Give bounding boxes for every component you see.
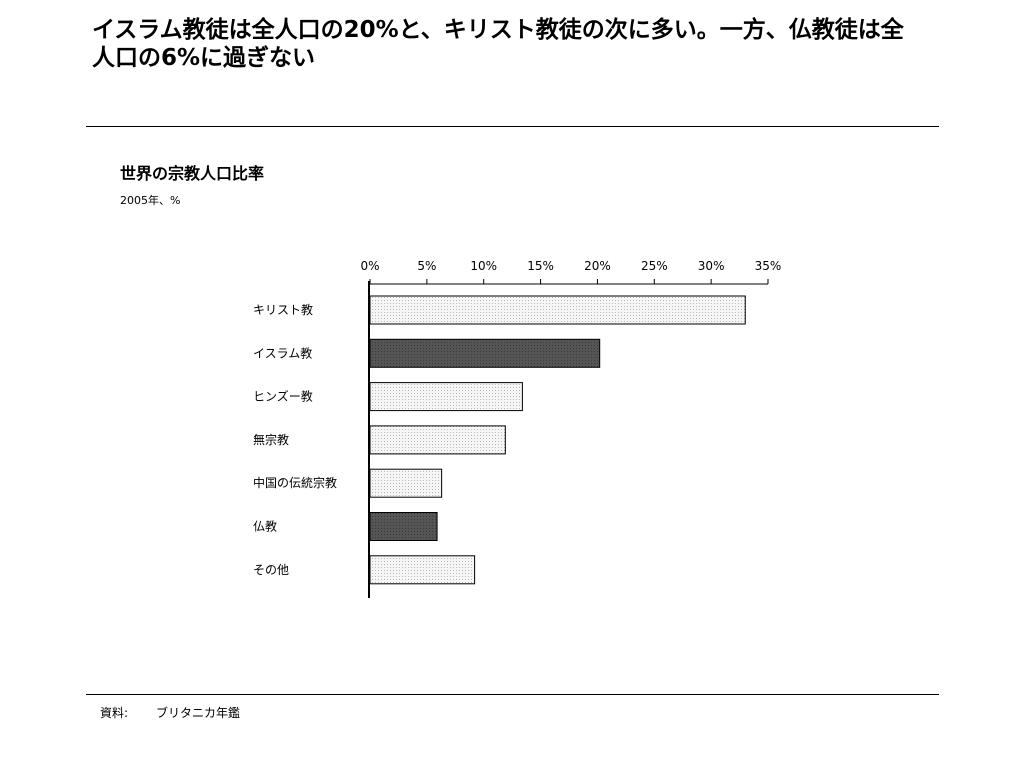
bar bbox=[369, 555, 476, 585]
chart-title: 世界の宗教人口比率 bbox=[120, 164, 265, 183]
source-label: 資料: bbox=[100, 706, 129, 720]
x-tick-label: 30% bbox=[698, 259, 725, 273]
bar bbox=[369, 425, 506, 455]
bar bbox=[369, 295, 746, 325]
header-divider bbox=[86, 126, 939, 127]
bar bbox=[369, 382, 523, 412]
category-label: イスラム教 bbox=[253, 345, 312, 360]
x-tick-label: 35% bbox=[755, 259, 782, 273]
x-tick-label: 5% bbox=[417, 259, 436, 273]
category-label: 仏教 bbox=[253, 519, 277, 534]
chart-subtitle: 2005年、% bbox=[120, 194, 181, 207]
headline: イスラム教徒は全人口の20%と、キリスト教徒の次に多い。一方、仏教徒は全人口の6… bbox=[92, 17, 904, 71]
x-tick-label: 20% bbox=[584, 259, 611, 273]
category-label: その他 bbox=[253, 563, 289, 577]
bar bbox=[369, 468, 443, 498]
x-tick-label: 15% bbox=[527, 259, 554, 273]
source-value: ブリタニカ年鑑 bbox=[156, 706, 241, 720]
x-tick-label: 0% bbox=[360, 259, 379, 273]
x-tick-label: 10% bbox=[470, 259, 497, 273]
category-label: キリスト教 bbox=[253, 302, 313, 317]
category-label: ヒンズー教 bbox=[253, 389, 313, 404]
footer-divider bbox=[86, 694, 939, 695]
x-tick-label: 25% bbox=[641, 259, 668, 273]
bar bbox=[369, 512, 438, 541]
category-label: 中国の伝統宗教 bbox=[253, 475, 337, 490]
bar bbox=[369, 338, 601, 368]
category-label: 無宗教 bbox=[253, 432, 289, 447]
